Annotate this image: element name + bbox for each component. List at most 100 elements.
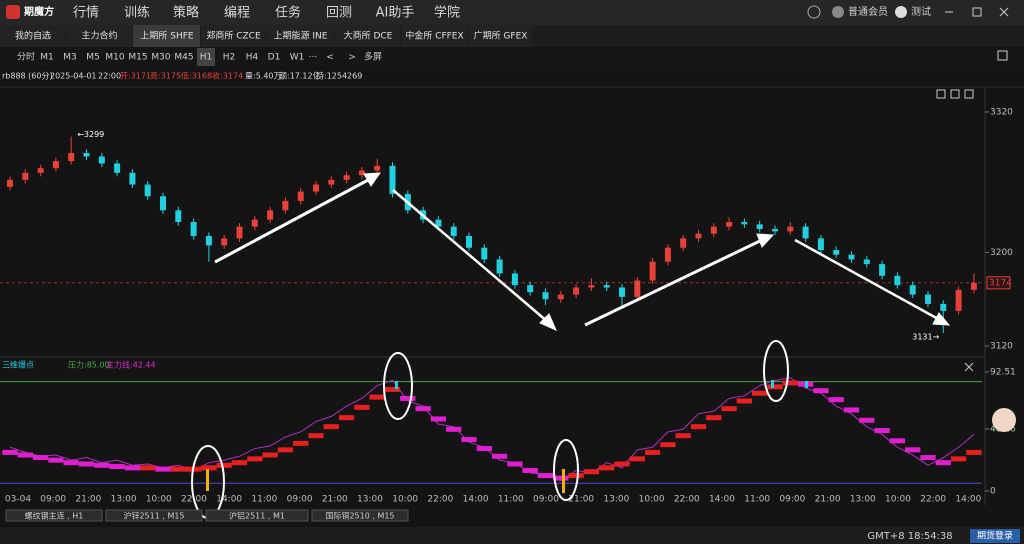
bottom-tab[interactable] (5, 509, 103, 522)
main-line-step (568, 473, 584, 479)
period[interactable]: ··· (309, 53, 318, 63)
tab-label[interactable]: 我的自选 (15, 30, 51, 42)
x-tick-label: 14:00 (709, 495, 735, 505)
candle-body (680, 238, 687, 248)
menu-item[interactable]: 策略 (173, 5, 199, 21)
x-tick-label: 09:00 (287, 495, 313, 505)
maximize[interactable] (972, 7, 982, 17)
period[interactable]: M3 (63, 53, 77, 63)
candle-body (236, 226, 243, 239)
bottom-tab-label[interactable]: 螺纹钢主连 , H1 (25, 511, 84, 521)
main-line-step (813, 388, 829, 394)
main-line-step (629, 456, 645, 462)
candle-body (343, 175, 350, 180)
x-tick-label: 10:00 (392, 495, 418, 505)
tab-label[interactable]: 郑商所 CZCE (206, 30, 261, 42)
period[interactable]: M5 (86, 53, 100, 63)
tab-label[interactable]: 主力合约 (81, 30, 117, 42)
candle-body (114, 163, 121, 173)
bottom-tab-label[interactable]: 沪铝2511 , M1 (229, 511, 285, 521)
candle-body (970, 282, 977, 290)
tab[interactable] (468, 25, 532, 47)
candle-body (98, 156, 105, 164)
bottom-tab[interactable] (205, 509, 309, 522)
main-line-step (247, 456, 263, 462)
menu-item[interactable]: AI助手 (376, 6, 415, 21)
panel-close[interactable] (964, 362, 974, 372)
menu-item[interactable]: 任务 (275, 5, 301, 21)
assistant-avatar[interactable] (992, 408, 1016, 432)
menu-item[interactable]: 学院 (434, 5, 460, 21)
layout-icon[interactable] (997, 50, 1008, 61)
candle-body (175, 210, 182, 222)
candle-body (68, 152, 75, 162)
period[interactable]: M15 (128, 53, 147, 63)
tab[interactable] (266, 25, 334, 47)
candle-body (435, 219, 442, 227)
tab-label[interactable]: 上期能源 INE (274, 30, 328, 42)
candle-body (863, 259, 870, 265)
candle-body (925, 294, 931, 304)
period[interactable]: W1 (290, 53, 305, 63)
bottom-tab-label[interactable]: 沪锌2511 , M15 (123, 511, 184, 521)
candle-body (496, 259, 503, 274)
x-tick-label: 22:00 (427, 495, 453, 505)
menu-item[interactable]: 回测 (326, 6, 352, 21)
main-line-step (17, 452, 33, 458)
x-tick-label: 11:00 (251, 495, 277, 505)
period[interactable]: M45 (174, 53, 193, 63)
menu-item[interactable]: 行情 (73, 6, 99, 21)
x-tick-label: 10:00 (639, 495, 665, 505)
tab-label[interactable]: 上期所 SHFE (140, 31, 194, 42)
add-icon[interactable] (807, 5, 821, 19)
x-tick-label: 14:00 (216, 495, 242, 505)
candle-body (833, 250, 840, 255)
bottom-tab-label[interactable]: 国际铜2510 , M15 (325, 511, 394, 521)
period[interactable]: M30 (151, 53, 170, 63)
period[interactable]: 多屏 (364, 51, 382, 63)
tab[interactable] (133, 25, 200, 47)
tab[interactable] (201, 25, 265, 47)
period[interactable]: M10 (105, 53, 124, 63)
main-line-step (216, 462, 232, 468)
tab[interactable] (0, 25, 65, 47)
period[interactable]: H4 (246, 53, 259, 63)
tab-label[interactable]: 大商所 DCE (344, 30, 393, 42)
tab-label[interactable]: 广期所 GFEX (474, 30, 528, 42)
menu-item[interactable]: 编程 (224, 6, 250, 21)
period[interactable]: H2 (223, 53, 236, 63)
login-text[interactable]: 期货登录 (977, 530, 1013, 542)
tool-icon[interactable] (950, 89, 960, 99)
close[interactable] (999, 7, 1009, 17)
main-line-step (782, 380, 798, 386)
candle-body (7, 179, 13, 187)
main-line-step (706, 415, 722, 421)
main-line-step (293, 440, 309, 446)
period[interactable]: < (326, 53, 334, 63)
tab[interactable] (401, 25, 467, 47)
user[interactable]: 测试 (911, 5, 931, 18)
period[interactable]: M1 (40, 53, 54, 63)
candle-body (374, 165, 381, 171)
candle-body (527, 285, 534, 293)
tab[interactable] (66, 25, 132, 47)
period[interactable]: 分时 (17, 51, 35, 63)
x-tick-label: 21:00 (815, 495, 841, 505)
period[interactable]: > (348, 53, 356, 63)
member[interactable]: 普通会员 (848, 5, 888, 18)
indicator-pressure: 压力:85.00 (68, 360, 110, 370)
bottom-tab[interactable] (105, 509, 203, 522)
tool-icon[interactable] (936, 89, 946, 99)
x-tick-label: 21:00 (568, 495, 594, 505)
login-button[interactable] (970, 529, 1020, 543)
period[interactable]: H1 (200, 53, 213, 63)
candle-body (450, 226, 457, 237)
tab-label[interactable]: 中金所 CFFEX (405, 30, 463, 42)
period[interactable]: D1 (268, 53, 281, 63)
bottom-tab[interactable] (311, 509, 409, 522)
candle-body (772, 229, 778, 232)
tool-icon[interactable] (964, 89, 974, 99)
tab[interactable] (335, 25, 400, 47)
menu-item[interactable]: 训练 (124, 6, 150, 21)
info-item: rb888 (60分) (2, 72, 53, 81)
